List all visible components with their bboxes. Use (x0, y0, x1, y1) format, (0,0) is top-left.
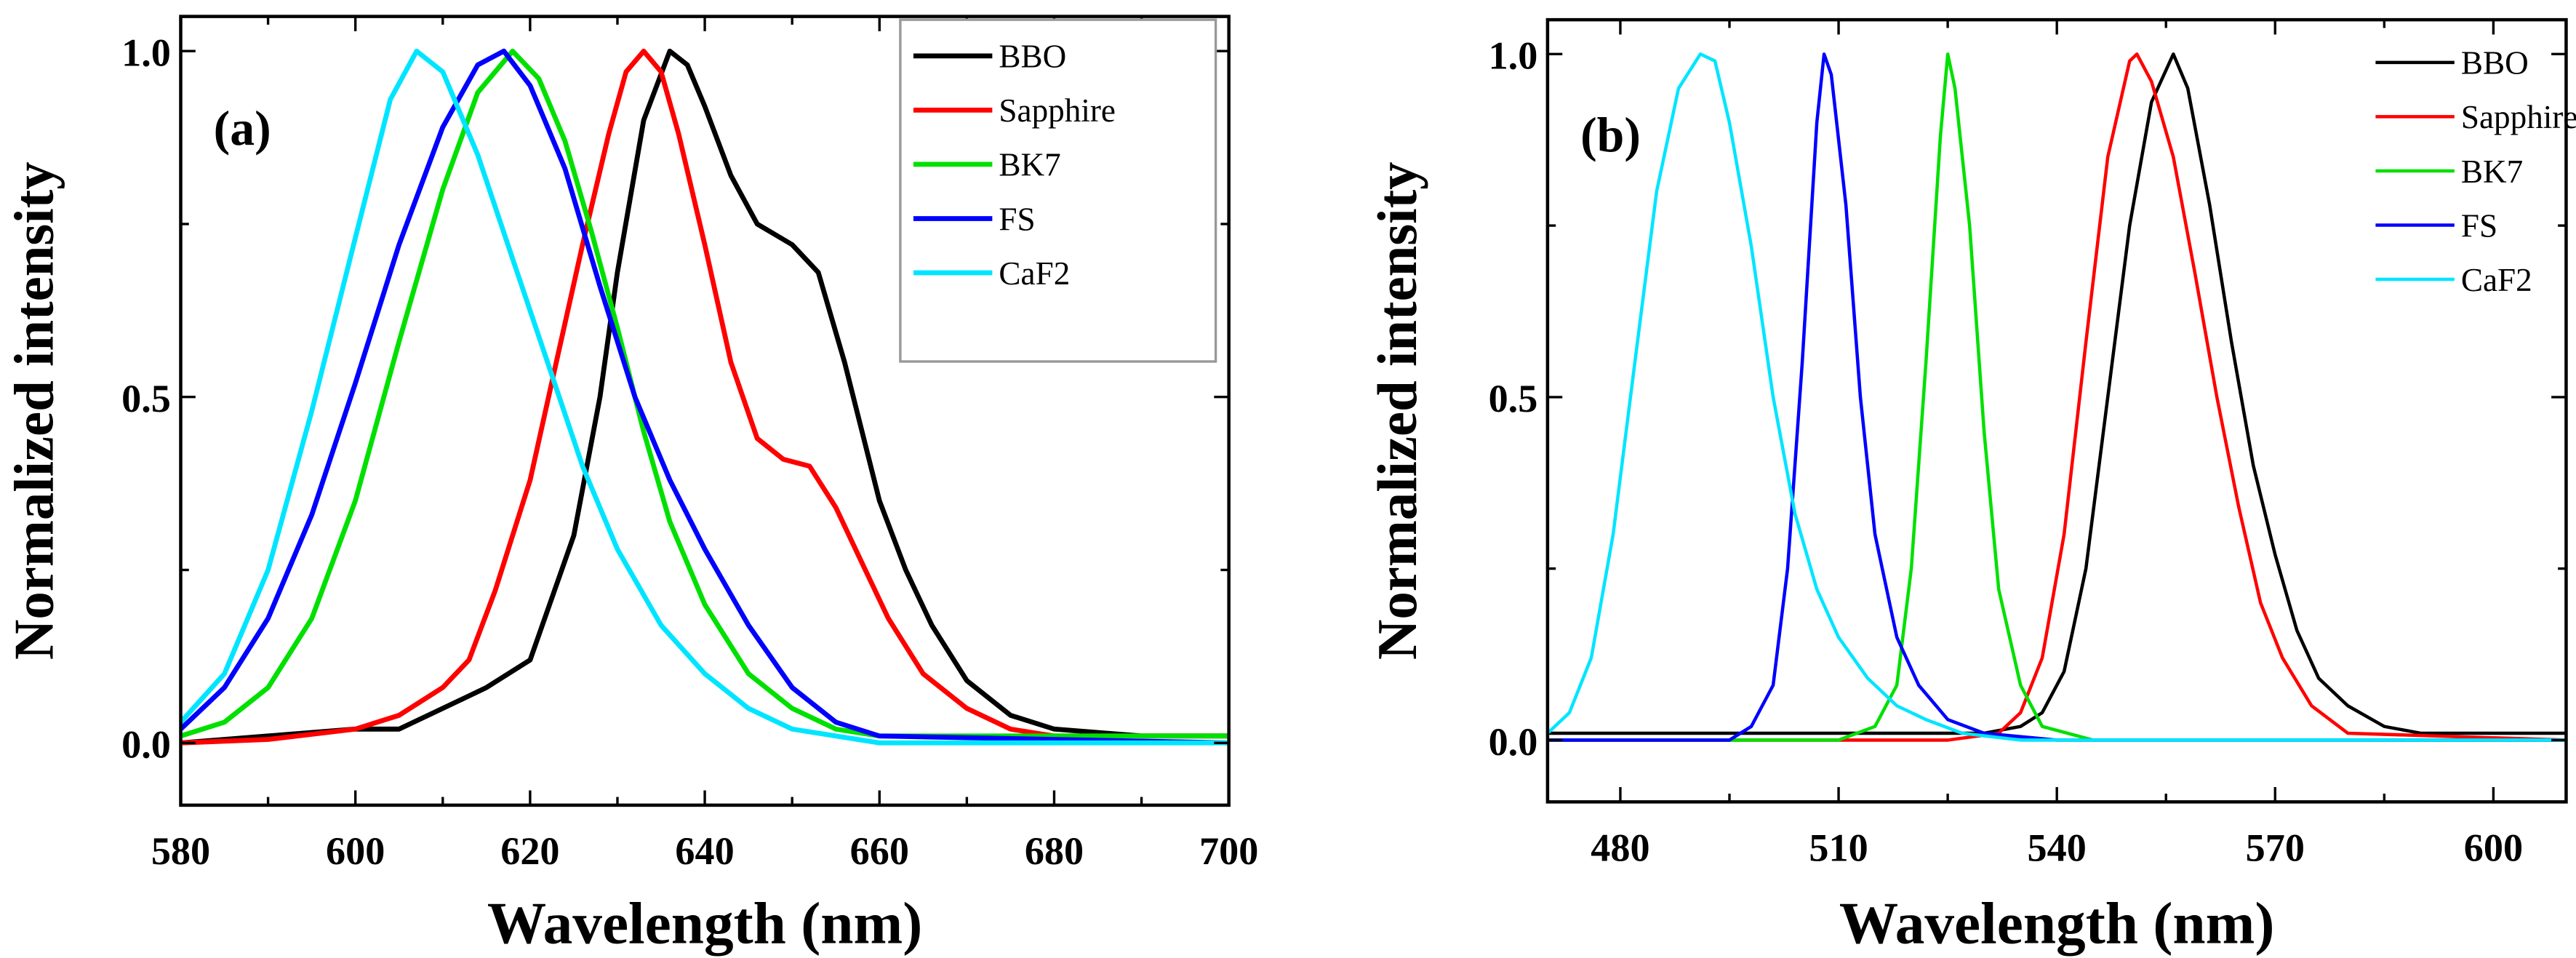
legend: BBO Sapphire BK7 FS CaF2 (2375, 45, 2576, 298)
legend-label-sapphire: Sapphire (999, 92, 1116, 129)
legend-label-bbo: BBO (2461, 45, 2529, 81)
y-tick-label: 1.0 (121, 31, 171, 74)
legend-box (899, 18, 1217, 363)
legend-label-fs: FS (999, 201, 1035, 237)
panel-label: (a) (214, 101, 271, 156)
x-tick-label: 540 (2028, 826, 2087, 870)
x-tick-label: 510 (1809, 826, 1868, 870)
legend: BBO Sapphire BK7 FS CaF2 (899, 18, 1217, 363)
series-line-caf2 (180, 48, 1229, 746)
legend-label-fs: FS (2461, 207, 2497, 244)
series-line-sapphire (1547, 52, 2567, 742)
x-tick-label: 700 (1199, 829, 1258, 873)
series-line-caf2 (1547, 52, 2567, 742)
legend-label-bk7: BK7 (999, 147, 1060, 183)
legend-label-bbo: BBO (999, 39, 1066, 75)
chart-panel-a: 580 600 620 640 660 680 700 0.0 0.5 1.0 Wavelength… (3, 15, 1258, 957)
x-tick-label: 600 (2464, 826, 2523, 870)
series-line-fs (180, 48, 1229, 746)
x-axis-label: Wavelength (nm) (487, 891, 923, 957)
x-tick-label: 660 (850, 829, 909, 873)
series-line-bbo (180, 48, 1229, 746)
series-line-fs (1547, 52, 2567, 742)
legend-label-bk7: BK7 (2461, 153, 2523, 190)
series-line-sapphire (180, 48, 1229, 746)
x-tick-label: 640 (675, 829, 734, 873)
series-line-bk7 (1547, 52, 2567, 742)
y-axis-label: Normalized intensity (1367, 161, 1428, 660)
x-tick-label: 620 (500, 829, 559, 873)
series-line-bk7 (180, 48, 1229, 739)
y-tick-label: 0.5 (1489, 377, 1538, 420)
y-tick-label: 0.0 (1489, 720, 1538, 764)
y-tick-label: 1.0 (1489, 34, 1538, 78)
y-tick-label: 0.0 (121, 723, 171, 767)
x-tick-label: 680 (1025, 829, 1084, 873)
chart-panel-b: 480 510 540 570 600 0.0 0.5 1.0 Wavelength (nm) N… (1367, 17, 2576, 957)
x-tick-label: 600 (326, 829, 385, 873)
series-line-bbo (1547, 52, 2567, 735)
y-axis-label: Normalized intensity (3, 161, 65, 660)
x-tick-label: 570 (2246, 826, 2305, 870)
panel-label: (b) (1580, 108, 1641, 162)
legend-label-caf2: CaF2 (999, 255, 1070, 292)
legend-label-sapphire: Sapphire (2461, 99, 2576, 135)
legend-label-caf2: CaF2 (2461, 262, 2532, 298)
y-tick-label: 0.5 (121, 377, 171, 420)
x-axis-label: Wavelength (nm) (1839, 891, 2275, 957)
x-tick-label: 480 (1591, 826, 1649, 870)
x-tick-label: 580 (151, 829, 210, 873)
